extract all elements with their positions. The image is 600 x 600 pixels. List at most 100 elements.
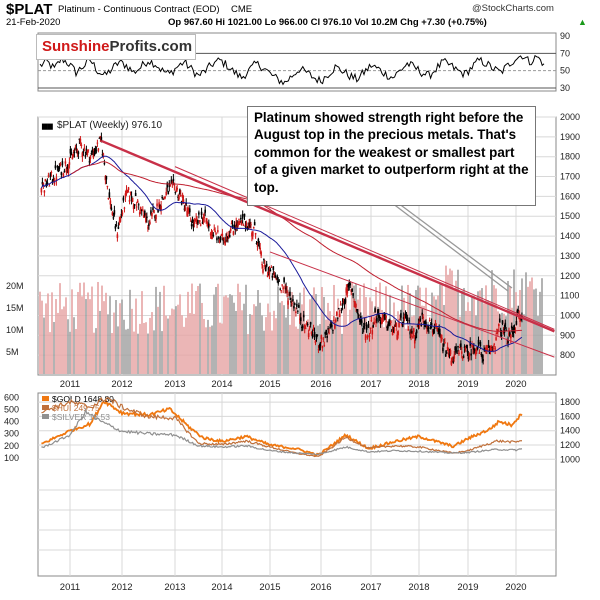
price-body (214, 230, 216, 233)
price-body (401, 323, 403, 325)
price-body (198, 212, 200, 215)
price-body (344, 299, 347, 303)
price-body (353, 301, 355, 303)
logo-part1: Sunshine (42, 38, 110, 55)
metal-x-tick: 2013 (164, 582, 185, 593)
price-body (197, 219, 199, 224)
price-body (141, 209, 144, 212)
price-body (232, 231, 235, 235)
price-body (112, 217, 115, 219)
price-body (436, 328, 439, 331)
metal-left-tick: 300 (4, 429, 19, 439)
price-body (404, 313, 407, 316)
metal-x-tick: 2016 (310, 582, 331, 593)
price-body (395, 322, 398, 327)
price-body (461, 357, 464, 360)
price-body (238, 219, 240, 221)
price-body (314, 340, 317, 344)
price-body (496, 328, 498, 331)
price-body (150, 210, 152, 215)
price-body (159, 204, 161, 209)
price-body (181, 194, 184, 198)
price-body (426, 327, 428, 329)
price-body (452, 361, 455, 363)
price-body (467, 355, 470, 360)
price-body (389, 321, 392, 323)
price-body (294, 303, 296, 305)
price-body (478, 352, 481, 354)
price-body (453, 354, 456, 359)
price-body (474, 349, 476, 351)
price-body (234, 228, 237, 231)
price-body (227, 236, 229, 239)
price-body (119, 217, 122, 222)
price-body (171, 181, 174, 183)
price-body (118, 220, 121, 222)
price-body (299, 317, 302, 322)
price-y-tick: 1500 (560, 211, 580, 221)
price-body (121, 212, 124, 215)
price-body (420, 325, 423, 327)
price-body (106, 185, 109, 187)
price-body (290, 300, 292, 303)
price-body (215, 233, 217, 235)
price-body (160, 205, 162, 211)
price-body (217, 230, 219, 232)
price-body (103, 162, 106, 165)
price-body (339, 304, 342, 306)
price-body (429, 324, 432, 330)
price-body (299, 318, 301, 320)
price-body (359, 318, 361, 323)
price-body (438, 329, 440, 333)
price-body (245, 222, 248, 227)
metal-legend-label: $SILVER 18.53 (52, 412, 110, 422)
price-body (498, 318, 501, 323)
price-body (167, 191, 170, 195)
price-body (76, 150, 79, 154)
metal-x-tick: 2018 (408, 582, 429, 593)
annotation-pointer (397, 202, 513, 289)
price-body (50, 171, 53, 173)
price-body (482, 359, 484, 362)
price-body (173, 184, 176, 186)
price-body (405, 313, 408, 317)
price-body (346, 288, 349, 294)
rsi-line (39, 54, 545, 86)
price-body (187, 208, 189, 214)
price-body (67, 168, 70, 174)
price-body (242, 225, 245, 227)
price-body (442, 347, 444, 352)
price-body (389, 320, 391, 325)
price-body (93, 150, 96, 156)
trendline-upper (174, 166, 555, 330)
price-body (283, 277, 285, 283)
price-body (450, 360, 453, 365)
volume-y-tick: 20M (6, 281, 24, 291)
price-body (311, 334, 314, 338)
price-body (388, 323, 390, 325)
price-body (505, 329, 508, 331)
price-body (510, 325, 513, 329)
metal-legend-swatch (42, 396, 49, 401)
price-body (258, 245, 261, 247)
price-body (267, 267, 270, 272)
price-body (399, 318, 401, 320)
price-body (385, 315, 387, 318)
metal-x-tick: 2017 (360, 582, 381, 593)
price-body (483, 348, 485, 350)
price-body (107, 197, 110, 200)
rsi-y-tick: 50 (560, 66, 570, 76)
price-body (84, 155, 87, 157)
price-body (73, 151, 76, 154)
price-body (324, 332, 327, 335)
price-body (147, 227, 149, 229)
price-body (146, 216, 148, 219)
price-body (105, 175, 108, 180)
price-body (474, 351, 477, 356)
price-body (218, 238, 221, 243)
price-body (341, 303, 344, 306)
price-body (432, 329, 435, 333)
price-body (422, 316, 424, 319)
price-body (99, 136, 102, 138)
price-body (66, 165, 69, 169)
